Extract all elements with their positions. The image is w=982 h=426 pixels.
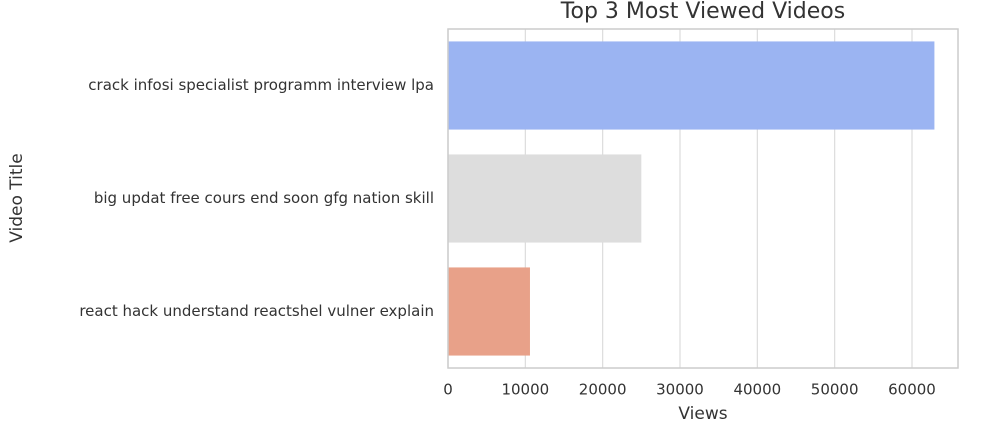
plot-frame xyxy=(447,28,959,369)
x-axis-label: Views xyxy=(678,404,727,424)
bar xyxy=(448,154,642,243)
x-tick-label: 40000 xyxy=(733,381,781,399)
x-tick-label: 10000 xyxy=(501,381,549,399)
y-tick-label: crack infosi specialist programm intervi… xyxy=(88,76,434,94)
y-tick-label: react hack understand reactshel vulner e… xyxy=(79,302,434,320)
x-tick-label: 60000 xyxy=(888,381,936,399)
x-tick-label: 50000 xyxy=(811,381,859,399)
chart-title: Top 3 Most Viewed Videos xyxy=(560,0,845,24)
y-axis-label: Video Title xyxy=(7,153,27,242)
bar xyxy=(448,267,530,356)
y-tick-label: big updat free cours end soon gfg nation… xyxy=(94,189,434,207)
x-tick-label: 20000 xyxy=(579,381,627,399)
x-tick-label: 0 xyxy=(443,381,453,399)
bar xyxy=(448,41,935,130)
x-tick-label: 30000 xyxy=(656,381,704,399)
